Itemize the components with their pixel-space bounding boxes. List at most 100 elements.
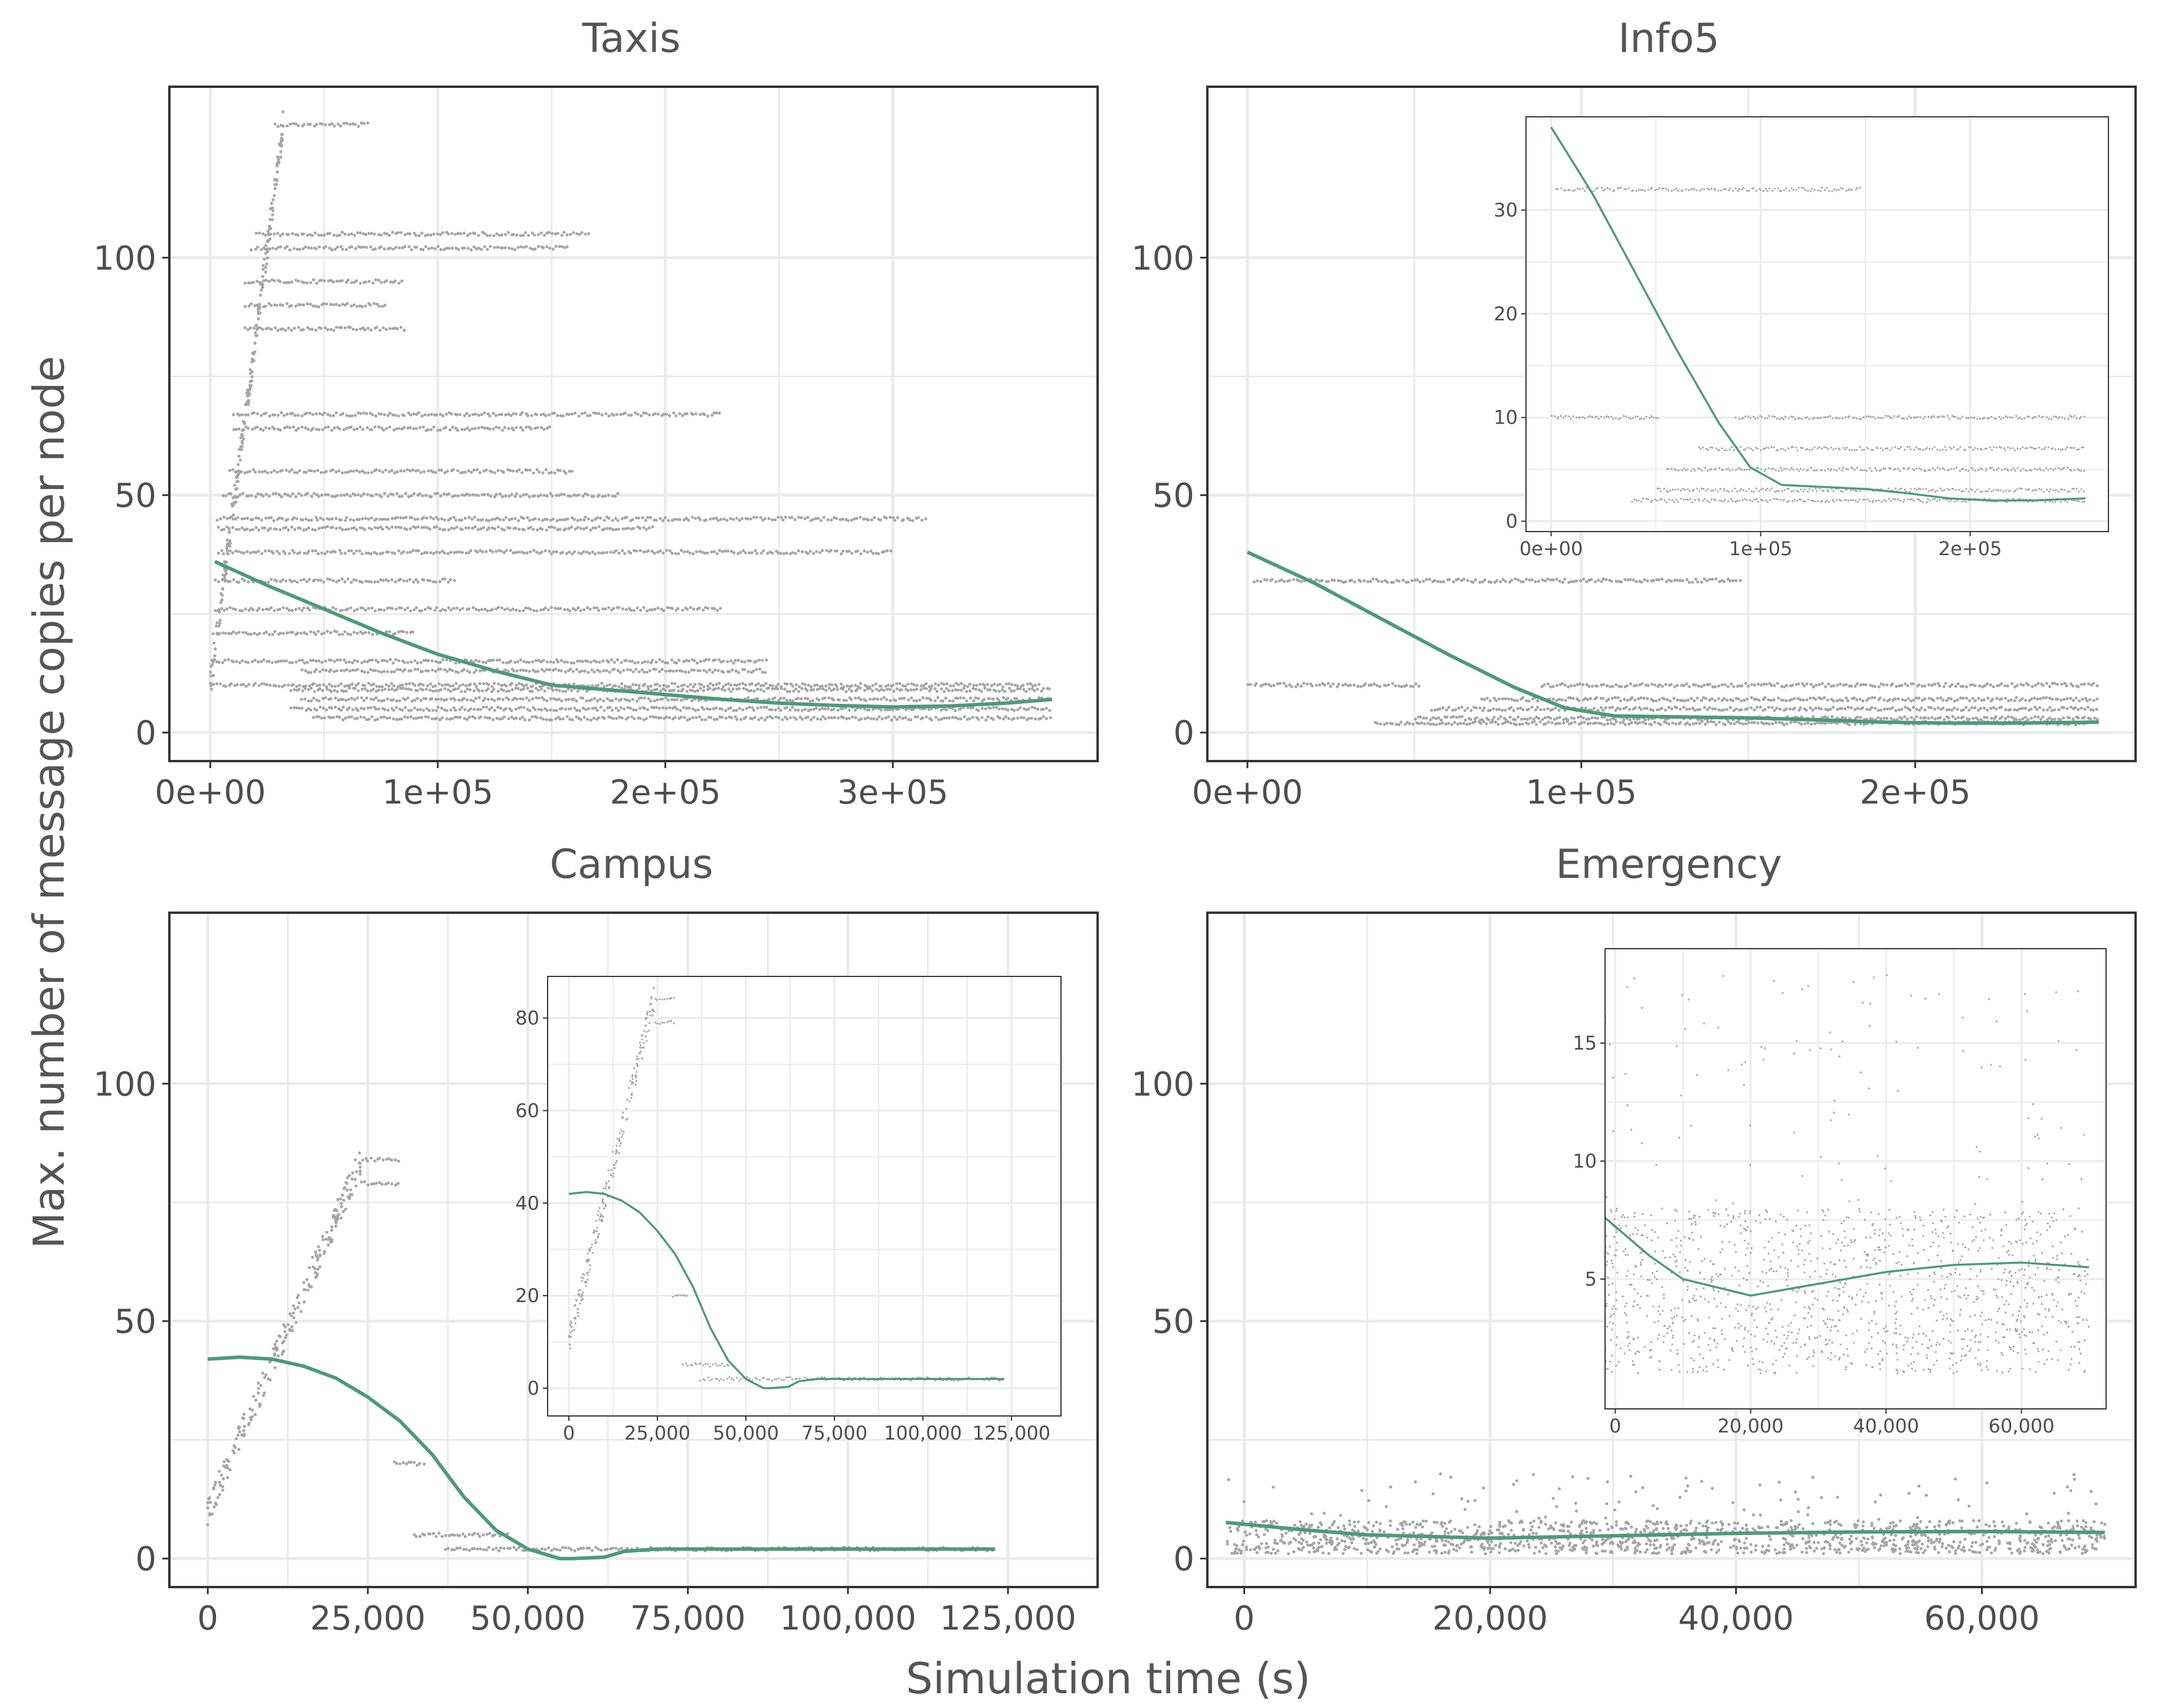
data-point: [1506, 720, 1510, 724]
data-point: [490, 706, 493, 709]
data-point: [1478, 581, 1482, 584]
data-point: [1753, 708, 1756, 712]
data-point: [506, 468, 510, 471]
data-point: [476, 518, 480, 522]
data-point: [1383, 579, 1387, 582]
data-point: [1692, 722, 1695, 726]
data-point: [522, 684, 526, 688]
data-point: [1694, 577, 1698, 581]
data-point: [348, 123, 352, 126]
data-point: [467, 469, 470, 473]
data-point: [267, 301, 271, 306]
data-point: [472, 245, 476, 248]
data-point: [260, 552, 264, 555]
data-point: [399, 231, 403, 234]
data-point: [739, 717, 743, 721]
data-point: [1711, 685, 1715, 689]
data-point: [1608, 706, 1612, 710]
data-point: [632, 708, 636, 712]
data-point: [556, 231, 559, 235]
data-point: [664, 661, 667, 664]
data-point: [296, 581, 299, 584]
data-point: [666, 606, 669, 609]
data-point: [281, 526, 286, 530]
data-point: [2006, 715, 2010, 719]
data-point: [697, 607, 701, 610]
data-point: [345, 301, 349, 305]
data-point: [627, 414, 630, 417]
data-point: [826, 707, 830, 710]
data-point: [956, 697, 960, 700]
data-point: [896, 516, 899, 519]
data-point: [440, 706, 443, 710]
data-point: [998, 716, 1001, 720]
data-point: [336, 684, 340, 687]
data-point: [1030, 716, 1033, 720]
data-point: [951, 699, 955, 703]
data-point: [541, 717, 545, 721]
data-point: [510, 493, 513, 496]
data-point: [630, 414, 633, 417]
data-point: [415, 689, 420, 692]
data-point: [348, 669, 352, 673]
data-point: [344, 699, 348, 702]
data-point: [374, 414, 378, 418]
data-point: [413, 667, 417, 671]
data-point: [729, 690, 733, 693]
data-point: [401, 687, 405, 690]
data-point: [846, 684, 849, 688]
data-point: [863, 689, 866, 692]
data-point: [601, 659, 605, 663]
data-point: [510, 709, 513, 712]
data-point: [226, 552, 230, 555]
data-point: [2095, 717, 2099, 721]
data-point: [1514, 718, 1517, 722]
data-point: [251, 351, 254, 355]
data-point: [1665, 721, 1668, 724]
data-point: [263, 526, 266, 530]
data-point: [302, 684, 305, 688]
data-point: [1841, 699, 1844, 703]
data-point: [536, 528, 539, 532]
data-point: [634, 667, 638, 671]
data-point: [411, 682, 414, 686]
data-point: [291, 631, 294, 634]
data-point: [624, 658, 628, 662]
data-point: [651, 525, 654, 529]
data-point: [996, 683, 1000, 687]
data-point: [1845, 683, 1848, 686]
data-point: [335, 669, 339, 673]
data-point: [302, 303, 305, 307]
data-point: [473, 716, 477, 720]
data-point: [1527, 707, 1530, 711]
data-point: [856, 549, 860, 553]
data-point: [729, 683, 733, 687]
data-point: [1661, 684, 1664, 688]
data-point: [559, 493, 563, 496]
data-point: [414, 578, 418, 581]
data-point: [545, 668, 549, 671]
data-point: [287, 608, 291, 612]
data-point: [390, 687, 394, 691]
data-point: [556, 660, 560, 664]
data-point: [602, 519, 606, 522]
data-point: [275, 303, 279, 307]
data-point: [919, 688, 923, 691]
data-point: [390, 578, 394, 582]
data-point: [372, 232, 376, 236]
data-point: [2036, 681, 2040, 686]
data-point: [448, 578, 453, 582]
data-point: [398, 246, 401, 250]
data-point: [781, 718, 784, 722]
data-point: [468, 232, 472, 235]
data-point: [371, 413, 374, 417]
data-point: [333, 660, 336, 663]
data-point: [1556, 722, 1559, 725]
data-point: [423, 551, 427, 555]
data-point: [844, 690, 848, 693]
data-point: [1463, 709, 1466, 712]
data-point: [374, 668, 377, 672]
data-point: [682, 550, 686, 553]
data-point: [479, 707, 483, 712]
data-point: [359, 412, 362, 415]
